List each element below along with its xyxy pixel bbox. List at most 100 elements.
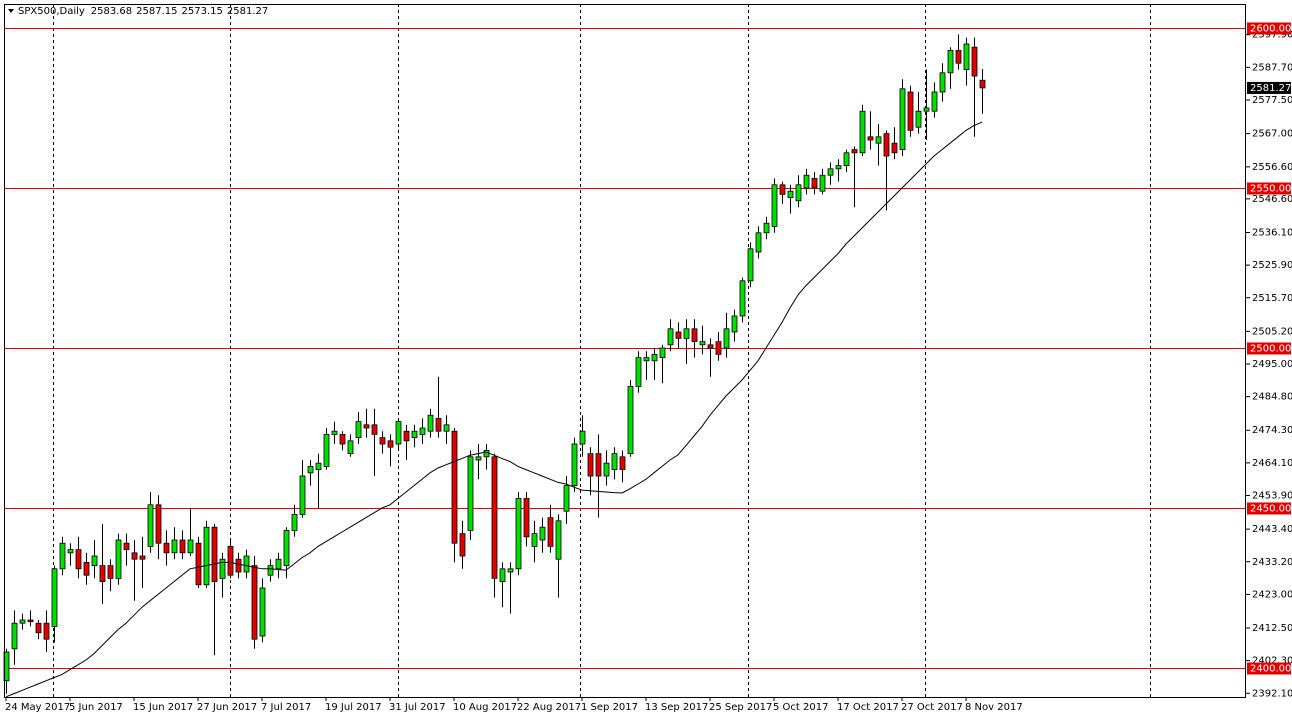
- x-tick-label: 13 Sep 2017: [645, 702, 708, 713]
- candle-body: [867, 136, 874, 141]
- candle-body: [387, 440, 394, 448]
- x-tick-label: 5 Oct 2017: [773, 702, 828, 713]
- candle-body: [259, 587, 266, 637]
- plot-border: [4, 4, 1246, 698]
- candle-body: [99, 565, 106, 583]
- candle-body: [131, 552, 138, 560]
- candle-body: [35, 622, 42, 634]
- candle-body: [659, 347, 666, 359]
- candle-body: [483, 450, 490, 458]
- candle-body: [307, 466, 314, 474]
- candle-body: [579, 430, 586, 445]
- level-label-box: [1247, 502, 1291, 515]
- period-separators: [53, 4, 1151, 697]
- candle-body: [147, 504, 154, 547]
- level-label: 2450.00: [1250, 504, 1291, 515]
- candle-body: [115, 539, 122, 579]
- candle-body: [875, 136, 882, 144]
- candle-body: [715, 341, 722, 355]
- x-tick-label: 17 Oct 2017: [837, 702, 899, 713]
- candle-body: [419, 427, 426, 435]
- x-tick-label: 7 Jul 2017: [261, 702, 311, 713]
- candle-body: [347, 440, 354, 455]
- candle-body: [499, 568, 506, 583]
- y-tick-label: 2546.60: [1252, 194, 1292, 205]
- y-tick-label: 2484.80: [1252, 392, 1292, 403]
- moving-average: [5, 121, 983, 698]
- y-tick-label: 2525.90: [1252, 260, 1292, 271]
- y-tick-label: 2402.30: [1252, 656, 1292, 667]
- candle-body: [851, 149, 858, 154]
- candle-body: [635, 357, 642, 387]
- candle-body: [691, 328, 698, 343]
- candle-body: [771, 184, 778, 227]
- y-tick-label: 2505.20: [1252, 326, 1292, 337]
- y-tick-label: 2515.70: [1252, 293, 1292, 304]
- candle-body: [827, 168, 834, 176]
- y-tick-label: 2536.10: [1252, 227, 1292, 238]
- candle-body: [267, 565, 274, 576]
- candle-body: [931, 91, 938, 112]
- y-tick-label: 2443.40: [1252, 524, 1292, 535]
- candle-body: [11, 622, 18, 650]
- candle-body: [139, 555, 146, 560]
- candle-body: [427, 414, 434, 432]
- candle-body: [339, 434, 346, 445]
- candle-body: [411, 430, 418, 439]
- candle-body: [75, 549, 82, 570]
- y-tick-label: 2433.20: [1252, 557, 1292, 568]
- symbol: SPX500,Daily: [18, 6, 85, 17]
- last-high: 2587.15: [136, 6, 177, 17]
- y-tick-label: 2464.10: [1252, 458, 1292, 469]
- x-tick-label: 24 May 2017: [5, 702, 70, 713]
- candle-body: [515, 498, 522, 570]
- candle-body: [763, 222, 770, 234]
- candle-body: [779, 184, 786, 195]
- candle-body: [371, 424, 378, 435]
- candle-body: [803, 174, 810, 189]
- candle-body: [163, 542, 170, 554]
- level-label-box: [1247, 662, 1291, 675]
- candle-body: [475, 456, 482, 461]
- candle-body: [123, 542, 130, 551]
- candle-body: [539, 526, 546, 541]
- last-low: 2573.15: [182, 6, 223, 17]
- candle-body: [899, 88, 906, 151]
- candle-body: [563, 485, 570, 512]
- candle-body: [883, 133, 890, 157]
- last-price-label: 2581.27: [1250, 83, 1291, 94]
- chart-title: SPX500,Daily 2583.68 2587.15 2573.15 2581.27: [18, 6, 268, 17]
- menu-arrow: [8, 9, 14, 13]
- candle-body: [723, 328, 730, 349]
- candle-body: [59, 542, 66, 570]
- candle-body: [699, 341, 706, 346]
- y-tick-label: 2556.60: [1252, 162, 1292, 173]
- candle-body: [963, 43, 970, 71]
- candle-body: [731, 315, 738, 333]
- candle-body: [603, 462, 610, 477]
- candle-body: [571, 443, 578, 487]
- candle-body: [187, 539, 194, 554]
- candle-body: [683, 328, 690, 339]
- x-tick-label: 31 Jul 2017: [389, 702, 446, 713]
- level-label-box: [1247, 22, 1291, 35]
- x-tick-label: 27 Oct 2017: [901, 702, 963, 713]
- candle-body: [947, 50, 954, 74]
- candle-body: [651, 354, 658, 362]
- candle-body: [291, 514, 298, 531]
- candle-body: [979, 79, 986, 89]
- candle-body: [243, 555, 250, 573]
- candle-body: [835, 165, 842, 170]
- level-label: 2600.00: [1250, 24, 1291, 35]
- candle-body: [323, 434, 330, 467]
- candle-body: [747, 248, 754, 282]
- candle-body: [451, 430, 458, 544]
- y-tick-label: 2597.90: [1252, 30, 1292, 41]
- candle-body: [915, 110, 922, 128]
- candle-body: [787, 190, 794, 199]
- level-label-box: [1247, 342, 1291, 355]
- x-tick-label: 25 Sep 2017: [709, 702, 772, 713]
- y-tick-label: 2495.00: [1252, 359, 1292, 370]
- y-tick-label: 2412.50: [1252, 623, 1292, 634]
- candle-body: [43, 622, 50, 640]
